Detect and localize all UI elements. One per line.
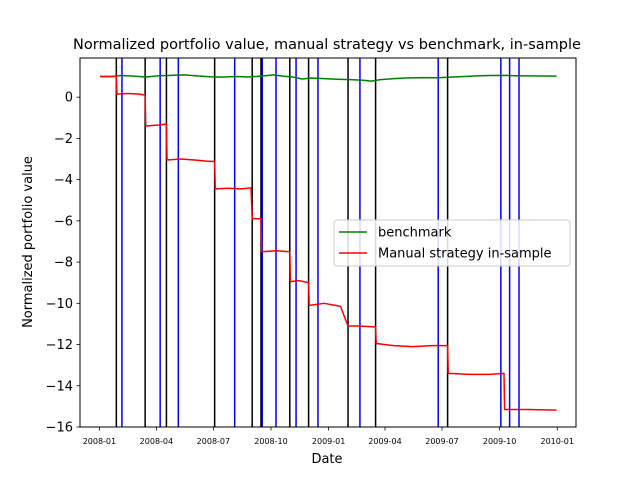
y-tick-label: −14 xyxy=(46,379,73,394)
y-axis-label: Normalized portfolio value xyxy=(21,156,36,328)
axes-frame xyxy=(79,57,577,428)
y-tick-label: −10 xyxy=(46,297,73,312)
chart-title: Normalized portfolio value, manual strat… xyxy=(73,37,581,53)
legend-box xyxy=(333,219,571,267)
x-tick-label: 2009-04 xyxy=(368,437,401,446)
series-line-0 xyxy=(100,74,557,82)
x-tick-label: 2008-04 xyxy=(140,437,173,446)
y-tick-label: −12 xyxy=(46,338,73,353)
x-axis-label: Date xyxy=(311,452,342,467)
x-tick-label: 2008-10 xyxy=(254,437,287,446)
x-tick-label: 2009-01 xyxy=(312,437,345,446)
y-tick-label: −4 xyxy=(54,173,73,188)
x-tick-label: 2009-07 xyxy=(425,437,458,446)
y-tick-label: −8 xyxy=(54,256,73,271)
x-tick-label: 2009-10 xyxy=(483,437,516,446)
y-tick-label: −2 xyxy=(54,132,73,147)
x-tick-label: 2010-01 xyxy=(540,437,573,446)
y-tick-label: −16 xyxy=(46,421,73,436)
series-line-1 xyxy=(100,75,557,411)
legend: benchmark Manual strategy in-sample xyxy=(333,219,571,267)
series-lines xyxy=(100,74,557,411)
y-tick-label: 0 xyxy=(65,91,73,106)
legend-label-1: Manual strategy in-sample xyxy=(378,247,552,262)
y-tick-label: −6 xyxy=(54,214,73,229)
legend-label-0: benchmark xyxy=(378,226,452,241)
x-tick-label: 2008-01 xyxy=(83,437,116,446)
x-tick-label: 2008-07 xyxy=(197,437,230,446)
